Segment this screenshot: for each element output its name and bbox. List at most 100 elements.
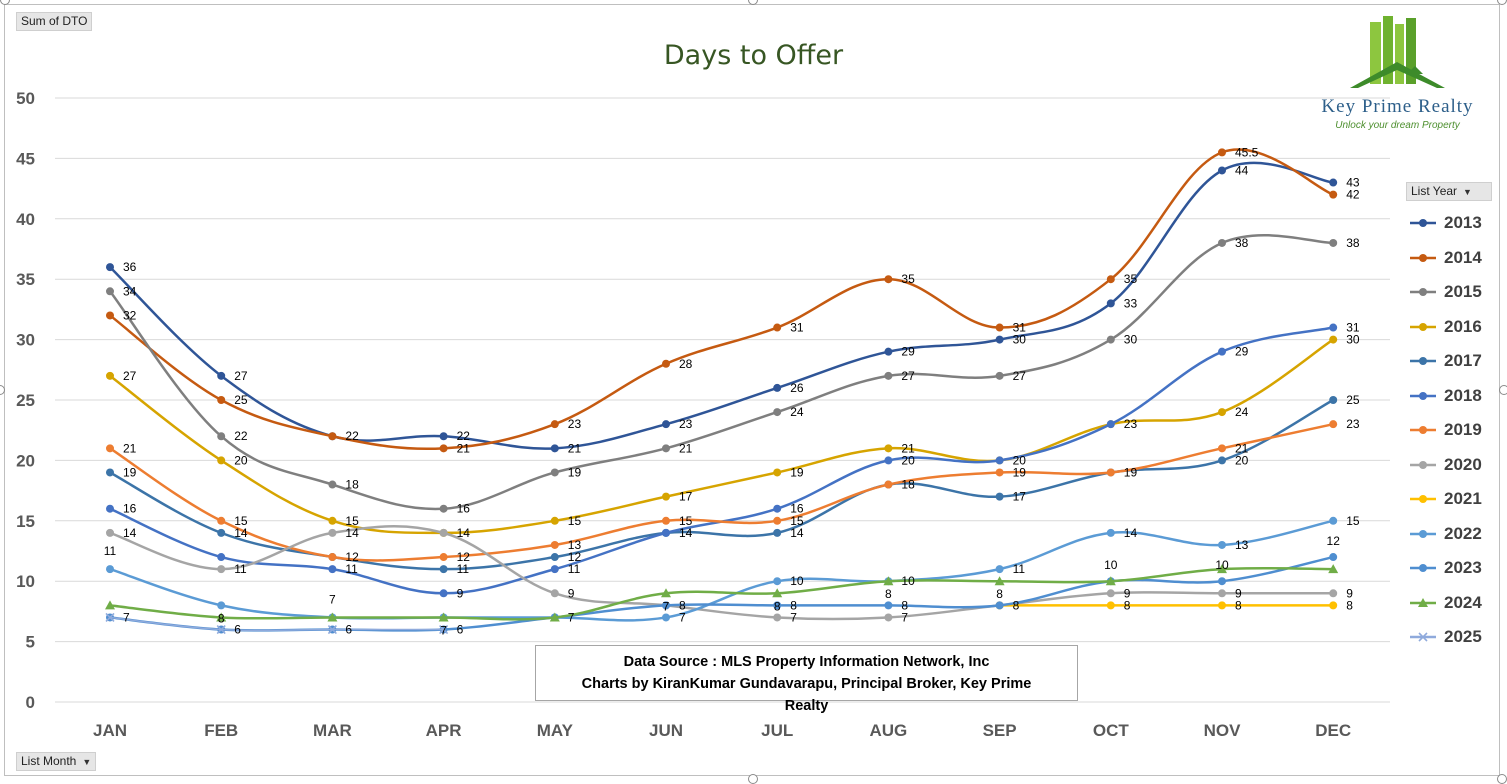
data-label: 38: [1346, 236, 1360, 250]
legend-swatch-icon: [1410, 597, 1436, 607]
data-label: 14: [679, 526, 693, 540]
data-point-2013: [217, 371, 226, 380]
data-label: 11: [457, 562, 470, 576]
data-label: 21: [679, 441, 693, 455]
legend-item-2018[interactable]: 2018: [1408, 379, 1498, 414]
data-point-2019: [106, 444, 114, 453]
data-point-2023: [1218, 577, 1226, 586]
legend: 2013 2014 2015 2016 2017 2018 2019 2020 2021 2022…: [1408, 206, 1498, 655]
data-point-2014: [662, 359, 670, 368]
data-label: 11: [104, 544, 117, 558]
data-point-2023: [662, 601, 670, 610]
data-label: 42: [1346, 188, 1360, 202]
data-point-2022: [1106, 528, 1115, 537]
legend-item-2019[interactable]: 2019: [1408, 413, 1498, 448]
data-label: 15: [679, 514, 693, 528]
legend-item-2025[interactable]: 2025: [1408, 620, 1498, 655]
data-point-2014: [550, 420, 559, 429]
data-label: 15: [1346, 514, 1360, 528]
legend-item-2016[interactable]: 2016: [1408, 310, 1498, 345]
x-tick-label: JUN: [649, 721, 683, 740]
data-point-2016: [662, 492, 670, 501]
data-label: 8: [218, 611, 225, 625]
data-label: 21: [568, 441, 582, 455]
data-label: 8: [1013, 598, 1020, 612]
data-point-2013: [106, 263, 114, 272]
data-point-2024: [438, 612, 449, 622]
legend-item-2024[interactable]: 2024: [1408, 586, 1498, 621]
legend-item-2022[interactable]: 2022: [1408, 517, 1498, 552]
legend-label: 2024: [1444, 592, 1482, 612]
data-point-2013: [884, 347, 893, 356]
data-point-2022: [662, 613, 670, 622]
data-label: 14: [345, 526, 359, 540]
data-label: 6: [234, 623, 241, 637]
resize-handle-middle-right[interactable]: [1499, 385, 1507, 395]
value-field-button[interactable]: Sum of DTO: [16, 12, 93, 31]
legend-item-2013[interactable]: 2013: [1408, 206, 1498, 241]
data-label: 36: [123, 260, 137, 274]
legend-item-2015[interactable]: 2015: [1408, 275, 1498, 310]
data-label: 8: [996, 587, 1003, 601]
data-label: 14: [123, 526, 137, 540]
data-point-2014: [106, 311, 114, 320]
data-point-2022: [995, 565, 1004, 574]
x-tick-label: AUG: [870, 721, 908, 740]
data-point-2016: [773, 468, 782, 477]
y-tick-label: 40: [16, 210, 35, 229]
legend-field-button[interactable]: List Year ▼: [1406, 182, 1492, 201]
data-label: 21: [123, 441, 137, 455]
data-point-2014: [439, 444, 448, 453]
data-point-2025: [216, 624, 226, 635]
data-point-2015: [106, 287, 114, 296]
axis-field-button[interactable]: List Month ▼: [16, 752, 97, 771]
logo-name: Key Prime Realty: [1321, 96, 1474, 117]
data-label: 21: [901, 441, 915, 455]
data-point-2015: [662, 444, 670, 453]
data-point-2018: [550, 565, 559, 574]
data-label: 20: [1235, 453, 1249, 467]
data-label: 22: [457, 429, 471, 443]
dropdown-arrow-icon: ▼: [1463, 187, 1472, 197]
legend-field-label: List Year: [1411, 184, 1458, 198]
data-label: 19: [123, 465, 137, 479]
data-point-2019: [884, 480, 893, 489]
legend-item-2017[interactable]: 2017: [1408, 344, 1498, 379]
data-label: 8: [1235, 598, 1242, 612]
x-tick-label: JUL: [761, 721, 793, 740]
data-point-2018: [1218, 347, 1226, 356]
data-label: 24: [1235, 405, 1249, 419]
data-point-2013: [550, 444, 559, 453]
data-point-2019: [995, 468, 1004, 477]
data-label: 9: [1124, 586, 1131, 600]
data-point-2017: [550, 553, 559, 562]
data-point-2016: [106, 371, 114, 380]
x-tick-label: NOV: [1204, 721, 1242, 740]
data-point-2017: [217, 528, 226, 537]
series-line-2025: [109, 616, 444, 632]
data-label: 23: [679, 417, 693, 431]
data-point-2019: [1218, 444, 1226, 453]
legend-item-2023[interactable]: 2023: [1408, 551, 1498, 586]
data-label: 29: [901, 345, 915, 359]
source-line-1: Data Source : MLS Property Information N…: [623, 654, 990, 670]
data-point-2024: [1328, 564, 1339, 574]
data-label: 10: [1104, 558, 1118, 572]
legend-item-2014[interactable]: 2014: [1408, 241, 1498, 276]
data-point-2019: [662, 516, 670, 525]
legend-item-2020[interactable]: 2020: [1408, 448, 1498, 483]
data-point-2019: [1106, 468, 1115, 477]
data-point-2024: [994, 576, 1005, 586]
data-point-2018: [995, 456, 1004, 465]
data-label: 16: [123, 502, 137, 516]
data-point-2025: [327, 624, 337, 635]
legend-item-2021[interactable]: 2021: [1408, 482, 1498, 517]
data-label: 8: [679, 598, 686, 612]
data-point-2021: [1329, 601, 1338, 610]
legend-swatch-icon: [1410, 564, 1436, 573]
data-label: 7: [663, 599, 670, 613]
data-point-2024: [772, 588, 783, 598]
data-point-2015: [439, 504, 448, 513]
legend-label: 2013: [1444, 213, 1482, 233]
data-label: 8: [774, 599, 781, 613]
